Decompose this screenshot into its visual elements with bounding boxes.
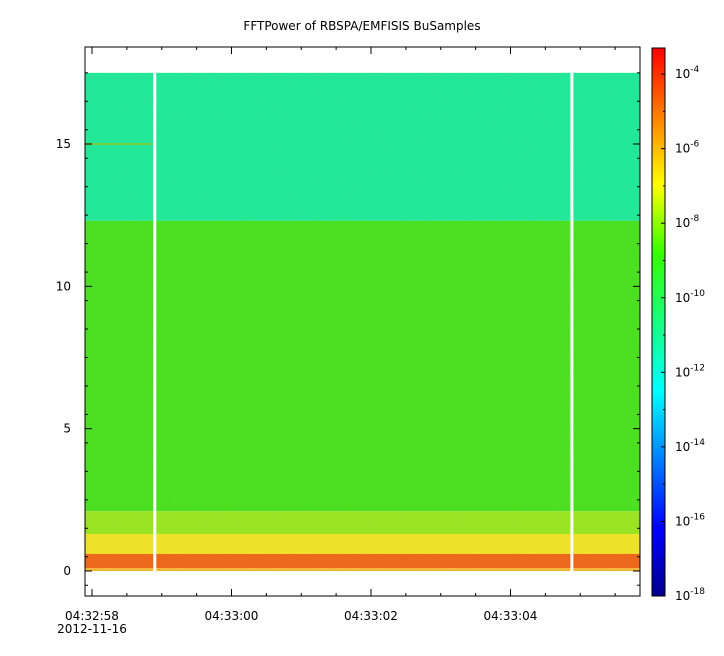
colorbar bbox=[651, 47, 666, 597]
colorbar-exponent: -4 bbox=[690, 65, 699, 75]
colorbar-label--16: 10-16 bbox=[675, 512, 705, 528]
colorbar-label--18: 10-18 bbox=[675, 587, 705, 603]
y-tick-label-15: 15 bbox=[56, 137, 71, 151]
colorbar-exponent: -12 bbox=[690, 363, 705, 373]
data-gap-1 bbox=[570, 72, 574, 571]
data-gaps bbox=[153, 72, 574, 571]
x-tick-label-1: 04:33:00 bbox=[205, 609, 259, 623]
colorbar-exponent: -8 bbox=[690, 214, 699, 224]
x-tick-date-0: 2012-11-16 bbox=[57, 622, 127, 636]
plot-frame bbox=[84, 46, 641, 597]
plot-area bbox=[85, 72, 640, 571]
colorbar-exponent: -6 bbox=[690, 140, 699, 150]
x-tick-label-3: 04:33:04 bbox=[484, 609, 538, 623]
colorbar-ticks: 10-18 10-16 10-14 10-12 10-10 10-8 10-6 10-4 bbox=[661, 65, 705, 603]
colorbar-exponent: -10 bbox=[690, 289, 705, 299]
colorbar-label--10: 10-10 bbox=[675, 289, 705, 305]
y-axis-ticks: 0 5 10 15 bbox=[56, 72, 640, 586]
colorbar-label--4: 10-4 bbox=[675, 65, 700, 81]
x-tick-label-0: 04:32:58 bbox=[65, 609, 119, 623]
colorbar-label--6: 10-6 bbox=[675, 140, 700, 156]
colorbar-exponent: -18 bbox=[690, 587, 705, 597]
chart-title: FFTPower of RBSPA/EMFISIS BuSamples bbox=[243, 19, 480, 33]
colorbar-label--12: 10-12 bbox=[675, 363, 705, 379]
y-tick-label-5: 5 bbox=[63, 422, 71, 436]
colorbar-exponent: -14 bbox=[690, 438, 705, 448]
y-tick-label-0: 0 bbox=[63, 564, 71, 578]
colorbar-label--8: 10-8 bbox=[675, 214, 700, 230]
data-gap-0 bbox=[153, 72, 157, 571]
colorbar-label--14: 10-14 bbox=[675, 438, 705, 454]
colorbar-exponent: -16 bbox=[690, 512, 705, 522]
texture-overlay bbox=[85, 73, 640, 570]
y-tick-label-10: 10 bbox=[56, 279, 71, 293]
x-tick-label-2: 04:33:02 bbox=[344, 609, 398, 623]
